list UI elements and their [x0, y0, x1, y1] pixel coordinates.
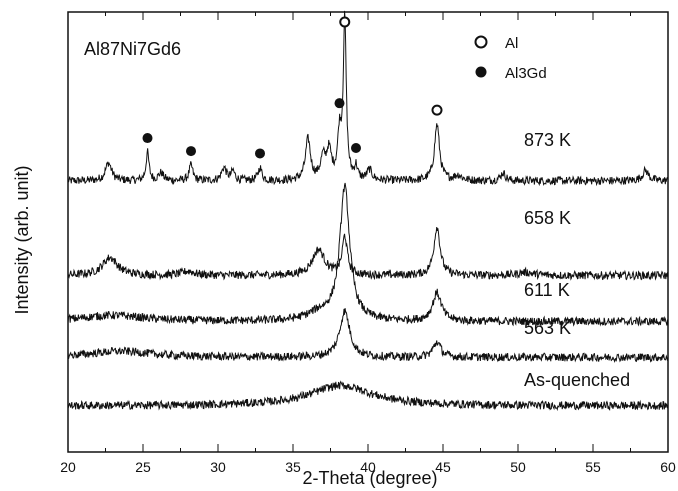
al3gd-peak-marker [334, 98, 345, 109]
legend-al3gd-label: Al3Gd [505, 65, 547, 82]
curve-label-563k: 563 K [524, 318, 571, 338]
series-line-658-k [67, 226, 669, 281]
phase-markers [142, 16, 443, 159]
x-tick-label: 35 [285, 459, 301, 475]
al-legend-marker [474, 35, 488, 49]
al-peak-marker [431, 104, 443, 116]
series-group [67, 10, 669, 412]
series-line-873-k [67, 10, 669, 187]
x-tick-label: 45 [435, 459, 451, 475]
y-axis-label: Intensity (arb. unit) [12, 165, 32, 314]
legend: Al Al3Gd [474, 35, 547, 82]
x-tick-label: 30 [210, 459, 226, 475]
x-tick-label: 20 [60, 459, 76, 475]
al3gd-peak-marker [142, 133, 153, 144]
curve-label-611k: 611 K [524, 280, 570, 300]
chart-title: Al87Ni7Gd6 [84, 39, 181, 59]
series-line-as-quenched [67, 380, 669, 412]
curve-label-873k: 873 K [524, 130, 571, 150]
x-tick-label: 25 [135, 459, 151, 475]
al-peak-marker [339, 16, 351, 28]
series-line-611-k [67, 182, 669, 327]
x-tick-label: 55 [585, 459, 601, 475]
x-axis-ticks: 20 25 30 35 40 45 50 55 60 [60, 12, 676, 475]
al3gd-peak-marker [255, 148, 265, 159]
x-tick-label: 60 [660, 459, 676, 475]
curve-label-as-quenched: As-quenched [524, 370, 630, 390]
curve-label-658k: 658 K [524, 208, 571, 228]
x-axis-label: 2-Theta (degree) [302, 468, 437, 488]
series-line-563-k [67, 308, 669, 363]
al3gd-peak-marker [186, 146, 196, 157]
legend-al-label: Al [505, 35, 518, 52]
x-tick-label: 40 [360, 459, 376, 475]
al3gd-legend-marker [475, 66, 487, 78]
x-tick-label: 50 [510, 459, 526, 475]
al3gd-peak-marker [351, 143, 361, 154]
